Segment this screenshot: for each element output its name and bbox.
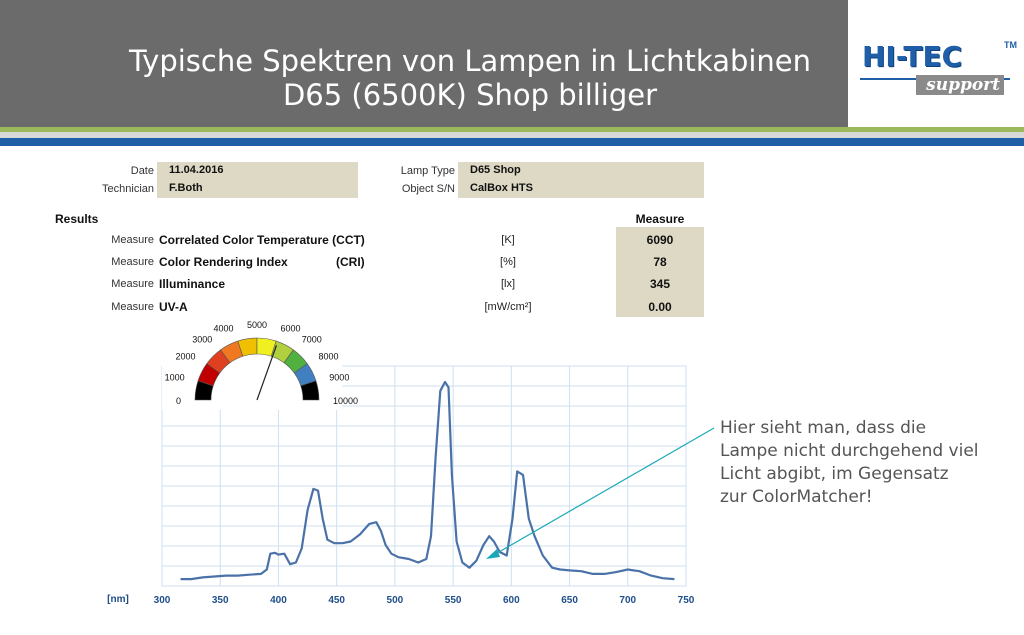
hitec-logo: HI-TEC TM support	[848, 0, 1024, 127]
technician-label: Technician	[102, 183, 154, 195]
measure-row-prefix: Measure	[111, 234, 154, 246]
results-heading: Results	[55, 212, 99, 226]
date-value: 11.04.2016	[157, 162, 358, 180]
measure-column-bg	[616, 227, 704, 317]
measure-row-value: 0.00	[648, 300, 672, 314]
x-tick-label: 300	[154, 595, 171, 606]
annotation-arrow-line	[491, 427, 715, 557]
measure-heading: Measure	[635, 212, 685, 226]
spectrum-series-line	[180, 380, 675, 581]
measure-row-prefix: Measure	[111, 256, 154, 268]
chart-grid	[161, 365, 687, 587]
x-tick-label: 450	[328, 595, 345, 606]
gauge-tick-label: 6000	[281, 324, 301, 334]
measure-row-name: Correlated Color Temperature (CCT)	[159, 233, 365, 247]
logo-main-text: HI-TEC	[862, 40, 963, 73]
gauge-tick-label: 9000	[329, 373, 349, 383]
gauge-needle	[256, 345, 278, 401]
chart-axis: 300 350 400 450 500 550 600 650 700 750 [nm]	[107, 594, 695, 606]
date-label: Date	[130, 165, 154, 177]
x-tick-label: 700	[619, 595, 636, 606]
gauge-tick-label: 2000	[175, 351, 195, 361]
measure-row-value: 345	[649, 277, 671, 291]
technician-value: F.Both	[157, 180, 358, 198]
title-line-2: D65 (6500K) Shop billiger	[282, 78, 658, 112]
x-tick-label: 650	[561, 595, 578, 606]
lamp-type-label: Lamp Type	[400, 165, 455, 177]
measure-row-prefix: Measure	[111, 301, 154, 313]
measure-row-unit: [mW/cm²]	[484, 301, 532, 313]
measure-row-name: Color Rendering Index	[159, 255, 288, 269]
object-sn-label: Object S/N	[401, 183, 455, 195]
x-tick-label: 500	[387, 595, 404, 606]
measure-row-unit: [K]	[501, 234, 515, 246]
x-tick-label: 750	[678, 595, 695, 606]
header-stripe-gray	[0, 132, 1024, 138]
gauge-tick-label: 8000	[319, 351, 339, 361]
gauge-segment	[300, 380, 320, 401]
measure-row-abbr: (CRI)	[336, 255, 365, 269]
slide-header	[0, 0, 848, 127]
gauge-tick-label: 10000	[333, 396, 358, 406]
x-tick-label: 600	[503, 595, 520, 606]
measure-row-prefix: Measure	[111, 278, 154, 290]
object-sn-value: CalBox HTS	[458, 180, 704, 198]
title-line-1: Typische Spektren von Lampen in Lichtkab…	[128, 44, 812, 78]
measure-row-name: Illuminance	[159, 277, 226, 291]
chart-series	[180, 380, 675, 581]
gauge-tick-label: 7000	[302, 335, 322, 345]
annotation-text: Hier sieht man, dass die Lampe nicht dur…	[720, 418, 979, 507]
x-tick-label: 400	[270, 595, 287, 606]
header-stripe-blue	[0, 138, 1024, 146]
gauge-tick-label: 4000	[213, 324, 233, 334]
gauge-tick-label: 0	[176, 396, 181, 406]
annotation-arrow-head	[486, 549, 500, 559]
slide-title: Typische Spektren von Lampen in Lichtkab…	[60, 44, 880, 112]
measure-row-value: 78	[653, 255, 667, 269]
gauge-tick-label: 5000	[247, 320, 267, 330]
x-axis-unit-label: [nm]	[107, 594, 129, 605]
lamp-type-value: D65 Shop	[458, 162, 704, 180]
logo-support-text: support	[916, 75, 1004, 95]
x-tick-label: 350	[212, 595, 229, 606]
measure-row-unit: [lx]	[500, 278, 516, 290]
gauge-tick-label: 1000	[165, 373, 185, 383]
measure-row-unit: [%]	[500, 256, 516, 268]
x-tick-label: 550	[445, 595, 462, 606]
annotation-arrow	[486, 427, 715, 559]
measure-row-name: UV-A	[159, 300, 188, 314]
gauge-tick-label: 3000	[192, 335, 212, 345]
header-stripe-green	[0, 127, 1024, 132]
logo-trademark: TM	[1004, 40, 1017, 50]
measure-row-value: 6090	[646, 233, 674, 247]
